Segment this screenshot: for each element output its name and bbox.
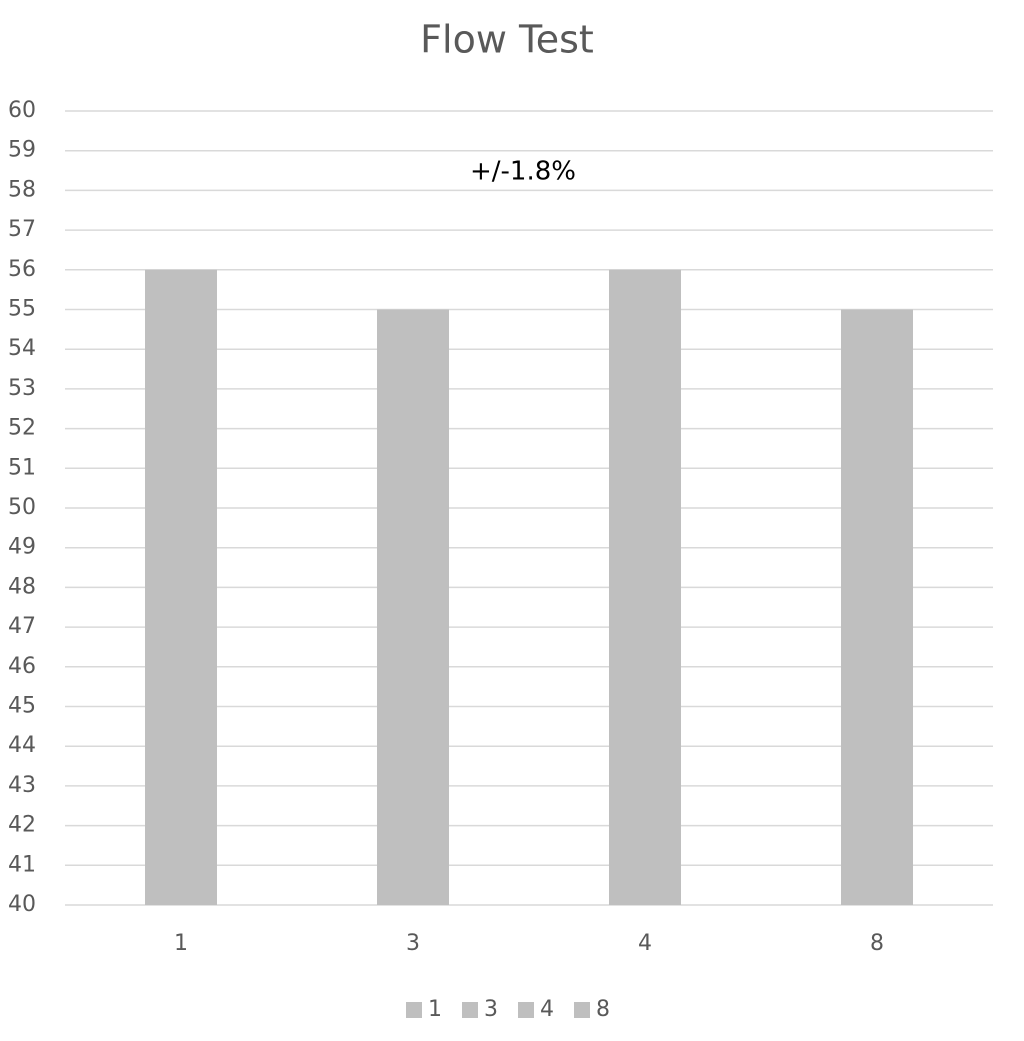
bar [145, 269, 217, 905]
y-tick-label: 49 [8, 535, 36, 560]
legend-label: 8 [596, 997, 610, 1022]
y-tick-label: 55 [8, 297, 36, 322]
y-tick-label: 58 [8, 177, 36, 202]
y-tick-label: 42 [8, 813, 36, 838]
y-tick-label: 40 [8, 892, 36, 917]
y-tick-label: 46 [8, 654, 36, 679]
y-tick-label: 50 [8, 495, 36, 520]
bar [841, 309, 913, 905]
x-tick-label: 1 [174, 931, 188, 956]
x-tick-label: 4 [638, 931, 652, 956]
bar [377, 309, 449, 905]
y-tick-label: 54 [8, 336, 36, 361]
y-tick-label: 45 [8, 694, 36, 719]
legend-swatch [518, 1002, 534, 1018]
y-tick-label: 60 [8, 98, 36, 123]
y-tick-label: 47 [8, 614, 36, 639]
annotation: +/-1.8% [470, 157, 576, 187]
x-tick-label: 3 [406, 931, 420, 956]
y-tick-label: 52 [8, 416, 36, 441]
legend-swatch [574, 1002, 590, 1018]
y-tick-label: 44 [8, 733, 36, 758]
y-tick-label: 51 [8, 455, 36, 480]
chart-title: Flow Test [420, 18, 594, 62]
x-tick-label: 8 [870, 931, 884, 956]
y-tick-label: 43 [8, 773, 36, 798]
y-tick-label: 41 [8, 852, 36, 877]
y-tick-label: 57 [8, 217, 36, 242]
legend-label: 3 [484, 997, 498, 1022]
y-tick-label: 53 [8, 376, 36, 401]
y-tick-label: 48 [8, 574, 36, 599]
legend-swatch [406, 1002, 422, 1018]
y-tick-label: 56 [8, 257, 36, 282]
legend-label: 1 [428, 997, 442, 1022]
legend-label: 4 [540, 997, 554, 1022]
legend-swatch [462, 1002, 478, 1018]
y-tick-label: 59 [8, 138, 36, 163]
bar [609, 269, 681, 905]
